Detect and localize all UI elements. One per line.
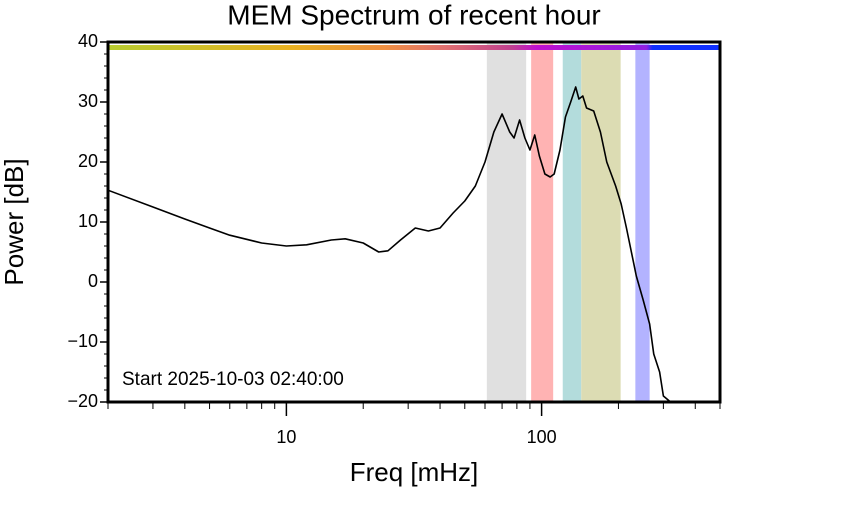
plot-frame [106,40,722,404]
frequency-band [562,42,582,402]
spectrum-line [108,86,672,402]
y-tick-label: −10 [67,331,98,351]
y-tick-label: 20 [78,151,98,171]
chart-title: MEM Spectrum of recent hour [227,0,600,30]
x-axis-label: Freq [mHz] [350,457,479,487]
frequency-band [531,42,554,402]
y-axis-label: Power [dB] [0,158,29,285]
annotation: Start 2025-10-03 02:40:00 [122,369,344,390]
y-tick-label: 30 [78,91,98,111]
y-tick-label: 10 [78,211,98,231]
y-tick-label: 0 [88,271,98,291]
top-color-bar [108,45,720,50]
y-tick-label: −20 [67,391,98,411]
x-tick-label: 100 [527,427,557,447]
frequency-band [635,42,650,402]
y-tick-label: 40 [78,31,98,51]
frequency-band [581,42,621,402]
x-tick-label: 10 [276,427,296,447]
frequency-band [486,42,527,402]
